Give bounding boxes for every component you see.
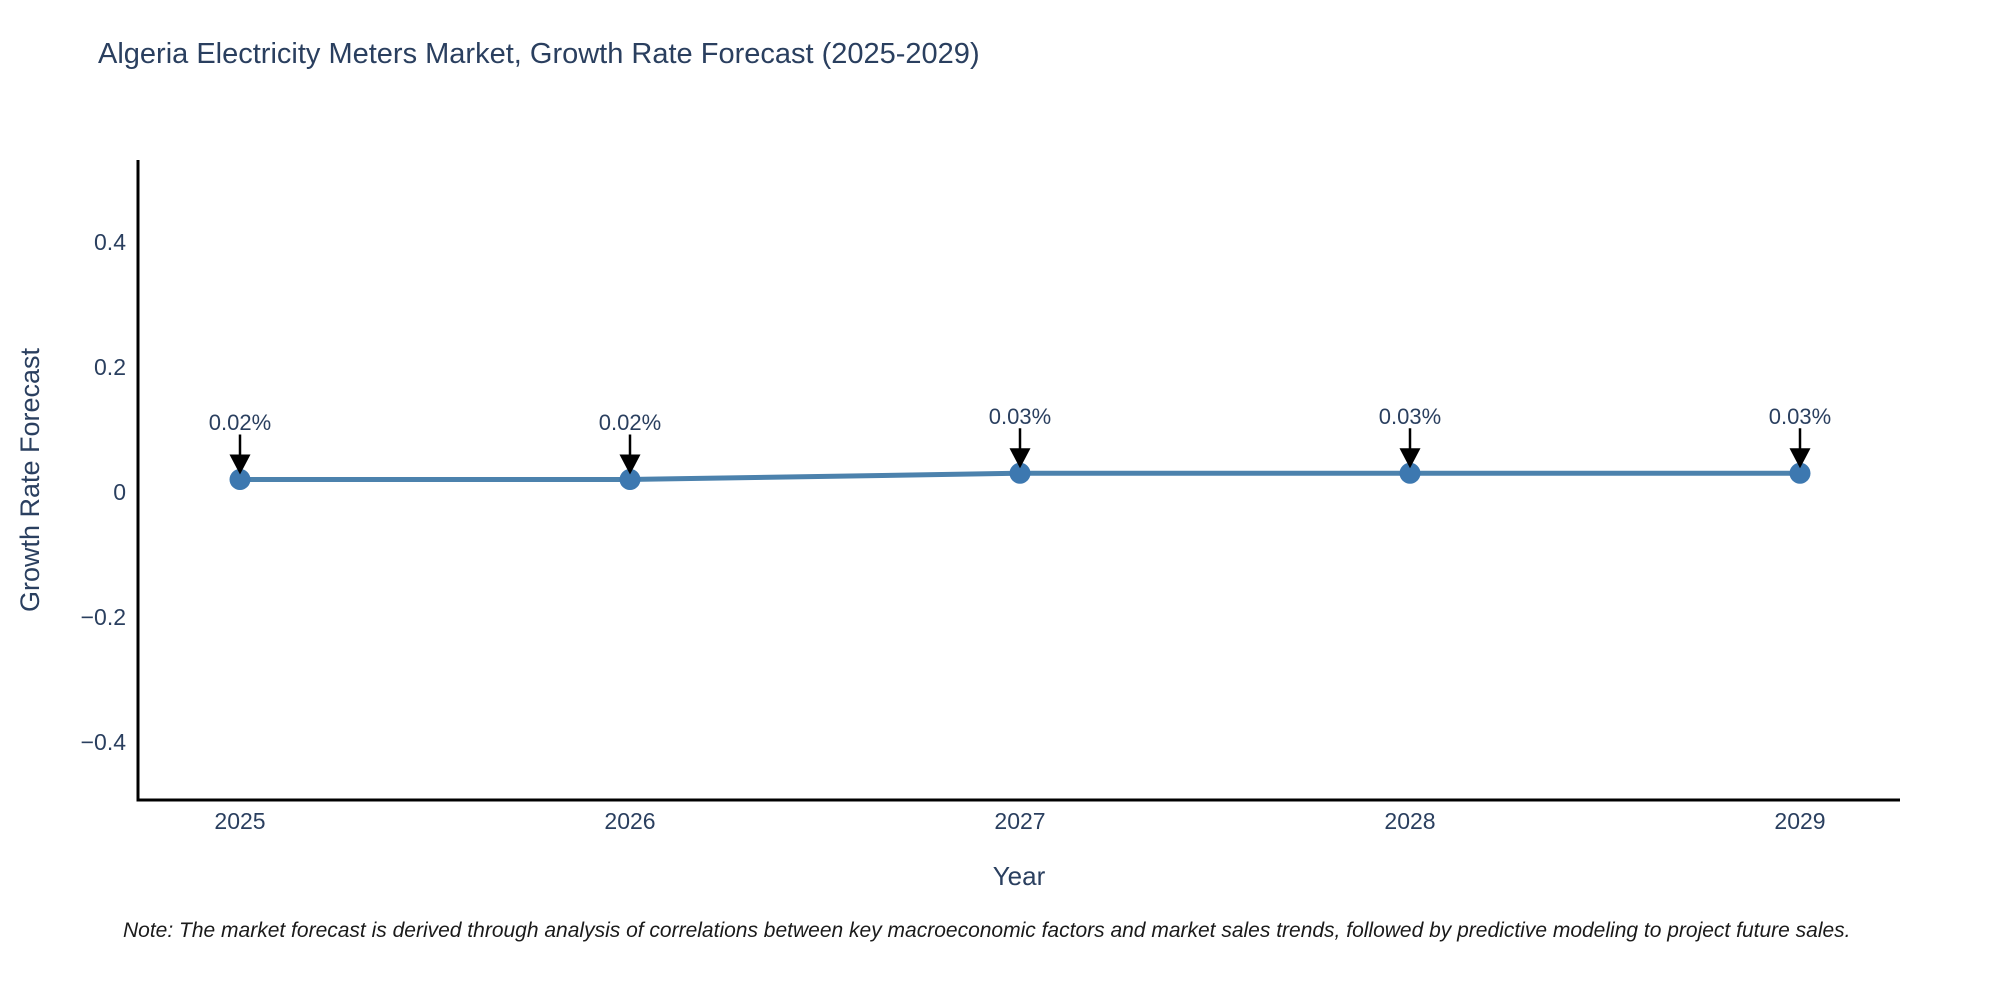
point-annotations: 0.02% 0.02% 0.03% 0.03% 0.03%: [209, 404, 1831, 475]
data-point-marker: [1009, 462, 1031, 484]
x-axis-title: Year: [993, 861, 1046, 891]
x-axis-tick-label: 2027: [994, 808, 1045, 834]
y-axis-title: Growth Rate Forecast: [15, 347, 45, 612]
line-series: [229, 462, 1811, 490]
y-axis-tick-label: −0.4: [81, 729, 127, 755]
x-axis-tick-label: 2029: [1774, 808, 1825, 834]
x-axis-tick-label: 2025: [214, 808, 265, 834]
y-axis-tick-labels: 0.4 0.2 0 −0.2 −0.4: [81, 229, 127, 755]
annotation-arrowhead-icon: [1009, 448, 1031, 469]
point-annotation-label: 0.02%: [209, 410, 271, 435]
annotation-arrowhead-icon: [1399, 448, 1421, 469]
data-point-marker: [1789, 462, 1811, 484]
x-axis-tick-label: 2026: [604, 808, 655, 834]
annotation-arrowhead-icon: [619, 454, 641, 475]
footnote: Note: The market forecast is derived thr…: [123, 919, 1851, 942]
data-point-marker: [1399, 462, 1421, 484]
y-axis-tick-label: 0.2: [94, 354, 126, 380]
point-annotation-label: 0.03%: [1769, 404, 1831, 429]
x-axis-tick-labels: 2025 2026 2027 2028 2029: [214, 808, 1825, 834]
annotation-arrowhead-icon: [229, 454, 251, 475]
data-point-marker: [619, 469, 641, 490]
annotation-arrowhead-icon: [1789, 448, 1811, 469]
point-annotation-label: 0.02%: [599, 410, 661, 435]
y-axis-tick-label: −0.2: [81, 604, 126, 630]
point-annotation-label: 0.03%: [989, 404, 1051, 429]
y-axis-tick-label: 0.4: [94, 229, 126, 255]
point-annotation-label: 0.03%: [1379, 404, 1441, 429]
y-axis-tick-label: 0: [113, 479, 126, 505]
x-axis-tick-label: 2028: [1384, 808, 1435, 834]
chart-title: Algeria Electricity Meters Market, Growt…: [98, 38, 980, 70]
data-point-marker: [229, 469, 251, 490]
